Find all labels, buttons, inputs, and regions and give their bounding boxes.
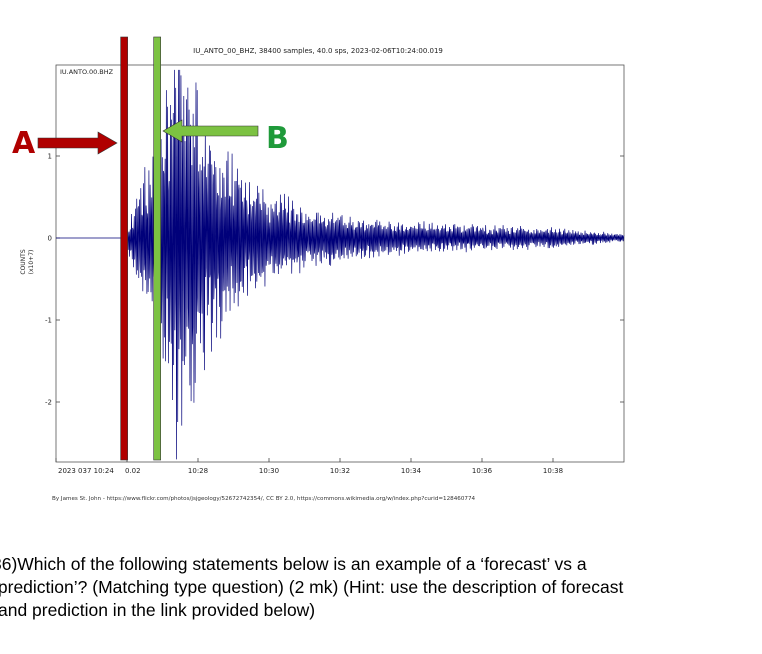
question-line-1: 36)Which of the following statements bel… bbox=[0, 554, 587, 574]
marker-label-a: A bbox=[12, 126, 36, 161]
marker-bar-b bbox=[153, 36, 161, 461]
image-credit: By James St. John - https://www.flickr.c… bbox=[52, 496, 476, 502]
x-tick-label-3: 10:30 bbox=[259, 467, 279, 475]
marker-label-b: B bbox=[266, 121, 289, 156]
x-tick-label-4: 10:32 bbox=[330, 467, 350, 475]
question-line-2: ‘prediction’? (Matching type question) (… bbox=[0, 577, 624, 597]
x-tick-label-5: 10:34 bbox=[401, 467, 422, 475]
x-axis-ticks: 2023 037 10:24 0.02 10:28 10:30 10:32 10:34 10… bbox=[55, 458, 563, 475]
x-tick-label-0: 2023 037 10:24 bbox=[58, 467, 114, 475]
chart-title: IU_ANTO_00_BHZ, 38400 samples, 40.0 sps,… bbox=[193, 47, 443, 55]
x-tick-label-1: 0.02 bbox=[125, 467, 141, 475]
y-tick-label-3: -2 bbox=[45, 399, 52, 407]
question-text: 36)Which of the following statements bel… bbox=[0, 553, 762, 622]
y-tick-label-1: 0 bbox=[48, 235, 52, 243]
station-label: IU.ANTO.00.BHZ bbox=[60, 68, 114, 76]
seismogram-figure: IU_ANTO_00_BHZ, 38400 samples, 40.0 sps,… bbox=[12, 36, 625, 502]
y-tick-label-0: 1 bbox=[48, 153, 52, 161]
y-axis-label-unit: (x10+7) bbox=[28, 250, 35, 275]
y-tick-label-2: -1 bbox=[45, 317, 52, 325]
x-tick-label-6: 10:36 bbox=[472, 467, 493, 475]
x-tick-label-2: 10:28 bbox=[188, 467, 208, 475]
x-tick-label-7: 10:38 bbox=[543, 467, 563, 475]
seismic-trace-line bbox=[56, 69, 625, 460]
question-line-3: and prediction in the link provided belo… bbox=[0, 600, 316, 620]
arrow-a bbox=[37, 131, 118, 155]
y-axis-label: COUNTS bbox=[20, 249, 27, 274]
y-axis-ticks: 1 0 -1 -2 bbox=[45, 153, 624, 407]
marker-bar-a bbox=[120, 36, 128, 461]
arrow-b bbox=[162, 119, 259, 143]
